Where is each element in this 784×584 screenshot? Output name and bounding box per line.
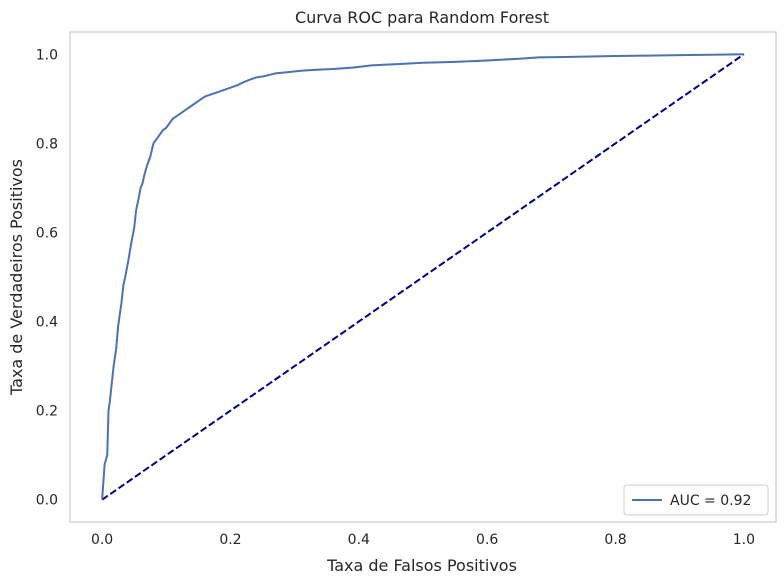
x-tick-label: 1.0	[733, 532, 755, 548]
legend-box	[623, 484, 769, 516]
x-tick-label: 0.0	[91, 532, 113, 548]
x-tick-label: 0.4	[348, 532, 370, 548]
legend-label-roc: AUC = 0.92	[670, 493, 751, 509]
y-tick-label: 0.8	[36, 136, 58, 152]
chance-diagonal-line	[101, 53, 745, 501]
x-tick-label: 0.6	[476, 532, 498, 548]
x-axis-ticks: 0.0 0.2 0.4 0.6 0.8 1.0	[91, 532, 755, 548]
y-tick-label: 0.4	[36, 315, 58, 331]
chart-title: Curva ROC para Random Forest	[295, 8, 549, 27]
y-axis-label: Taxa de Verdadeiros Positivos	[7, 159, 26, 396]
legend: AUC = 0.92	[623, 484, 769, 516]
series-layer	[101, 53, 745, 501]
plot-area-frame	[69, 31, 777, 523]
y-tick-label: 0.6	[36, 225, 58, 241]
x-axis-label: Taxa de Falsos Positivos	[326, 556, 517, 575]
roc-curve-line	[101, 53, 744, 500]
y-tick-label: 0.2	[36, 404, 58, 420]
x-tick-label: 0.2	[219, 532, 241, 548]
y-tick-label: 0.0	[36, 493, 58, 509]
y-tick-label: 1.0	[36, 47, 58, 63]
x-tick-label: 0.8	[604, 532, 626, 548]
y-axis-ticks: 0.0 0.2 0.4 0.6 0.8 1.0	[36, 47, 58, 508]
